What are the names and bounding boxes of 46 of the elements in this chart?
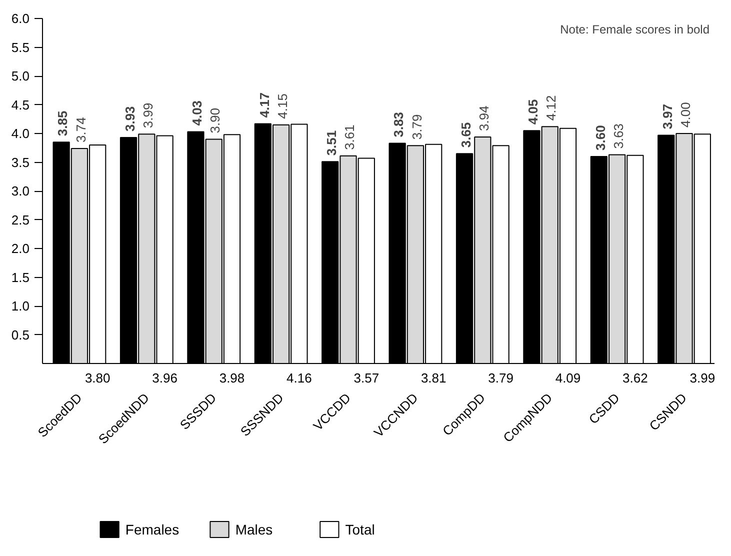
- data-label: 4.03: [190, 100, 205, 126]
- data-label: 4.12: [544, 95, 559, 121]
- data-label: 3.94: [476, 106, 492, 131]
- y-tick-label: 1.0: [11, 298, 30, 314]
- data-label: 3.98: [219, 370, 245, 386]
- y-tick-label: 3.5: [11, 154, 30, 170]
- data-label: 3.79: [488, 370, 514, 386]
- y-tick-label: 2.0: [11, 241, 30, 256]
- data-label: 3.80: [84, 370, 110, 386]
- data-label: 3.85: [55, 110, 70, 136]
- y-tick-label: 1.5: [11, 270, 30, 285]
- y-tick-label: 3.0: [11, 184, 30, 198]
- data-label: 4.15: [274, 94, 290, 119]
- y-tick-label: 5.0: [11, 68, 30, 84]
- data-label: 4.00: [678, 102, 694, 128]
- data-label: 3.99: [140, 102, 156, 128]
- data-label: 3.62: [622, 370, 648, 386]
- data-label: 3.99: [690, 370, 716, 386]
- data-label: 4.09: [555, 370, 581, 386]
- data-label: 3.63: [610, 123, 626, 149]
- y-tick-label: 4.0: [11, 126, 30, 141]
- data-label: 3.81: [420, 370, 446, 386]
- y-tick-label: 2.5: [11, 212, 30, 228]
- data-label: 4.16: [286, 370, 312, 386]
- data-label: 3.79: [409, 114, 424, 140]
- data-label: 3.57: [354, 370, 380, 386]
- data-label: 3.61: [342, 124, 358, 150]
- y-tick-label: 0.5: [11, 327, 30, 342]
- legend-label: Females: [125, 522, 180, 538]
- annotation: Note: Female scores in bold: [560, 22, 710, 36]
- data-label: 3.51: [324, 130, 339, 156]
- y-tick-label: 4.5: [11, 97, 30, 112]
- legend-label: Males: [235, 522, 273, 538]
- data-label: 4.17: [256, 92, 272, 118]
- data-label: 3.74: [73, 117, 88, 142]
- legend-label: Total: [345, 522, 375, 538]
- data-label: 3.65: [458, 122, 474, 148]
- data-label: 3.83: [391, 112, 406, 138]
- data-label: 3.90: [208, 108, 223, 134]
- data-label: 4.05: [526, 99, 541, 125]
- data-label: 3.97: [660, 104, 675, 130]
- data-label: 3.93: [122, 106, 138, 132]
- y-tick-label: 6.0: [11, 11, 30, 26]
- data-label: 3.96: [152, 370, 178, 386]
- y-tick-label: 5.5: [11, 40, 30, 55]
- data-label: 3.60: [592, 125, 608, 150]
